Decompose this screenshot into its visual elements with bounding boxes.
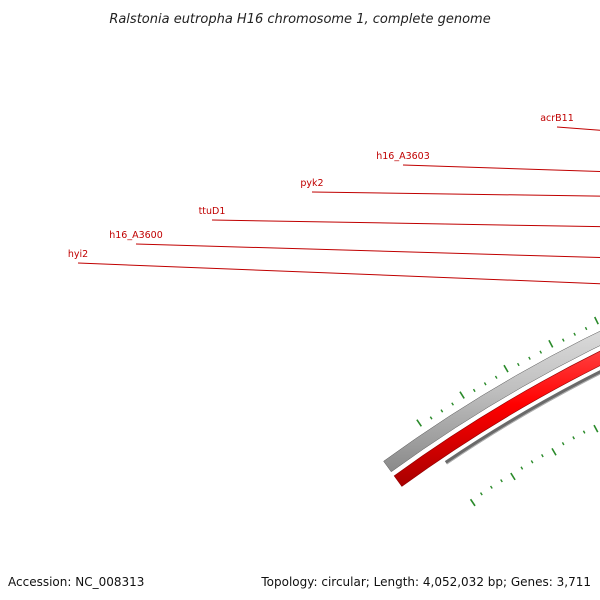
- upper-ticks: [416, 316, 599, 427]
- scale-ticks: [469, 424, 599, 507]
- forward-gene-block: [383, 330, 600, 473]
- gene-label[interactable]: acrB11: [540, 113, 574, 124]
- upper-tick: [483, 382, 487, 386]
- gene-label[interactable]: ttuD1: [199, 206, 226, 217]
- scale-tick: [582, 430, 586, 434]
- reverse-gene-block: [393, 350, 600, 487]
- upper-tick: [584, 326, 588, 331]
- upper-tick: [440, 409, 444, 413]
- scale-tick: [469, 498, 476, 507]
- upper-tick: [561, 338, 565, 342]
- accession-label: Accession: NC_008313: [8, 575, 144, 589]
- gene-leader-line: [135, 243, 600, 259]
- upper-tick: [573, 332, 576, 336]
- upper-tick: [548, 339, 554, 348]
- gene-leader-line: [311, 191, 600, 197]
- scale-tick: [489, 485, 493, 489]
- upper-tick: [503, 364, 509, 373]
- scale-tick: [541, 454, 544, 458]
- genome-summary: Topology: circular; Length: 4,052,032 bp…: [260, 575, 591, 589]
- scale-tick: [572, 436, 575, 440]
- gene-leader-line: [402, 164, 600, 173]
- upper-tick: [416, 419, 423, 427]
- gene-label[interactable]: hyi2: [68, 249, 88, 260]
- upper-tick: [472, 388, 476, 393]
- upper-tick: [459, 391, 465, 399]
- upper-tick: [494, 375, 498, 379]
- scale-tick: [500, 479, 503, 483]
- upper-tick: [429, 416, 433, 420]
- gene-leader-line: [77, 262, 600, 285]
- upper-tick: [528, 356, 531, 360]
- scale-tick: [561, 442, 565, 446]
- gene-labels: hyi2 h16_A3600 ttuD1 pyk2 h16_A3603 acrB11: [68, 113, 600, 285]
- gene-leader-line: [211, 219, 600, 228]
- scale-tick: [551, 447, 557, 456]
- upper-tick: [593, 316, 599, 325]
- scale-tick: [510, 472, 516, 481]
- upper-tick: [517, 362, 520, 367]
- scale-tick: [530, 460, 534, 464]
- reverse-strand-genes: [393, 350, 600, 487]
- upper-tick: [539, 350, 543, 354]
- gene-label[interactable]: h16_A3600: [109, 230, 163, 241]
- gene-leader-line: [556, 126, 600, 131]
- gene-label[interactable]: pyk2: [300, 178, 323, 189]
- scale-tick: [520, 466, 524, 470]
- forward-strand-genes: [383, 330, 600, 473]
- scale-tick: [479, 492, 483, 496]
- upper-tick: [451, 402, 454, 406]
- gene-label[interactable]: h16_A3603: [376, 151, 430, 162]
- map-title: Ralstonia eutropha H16 chromosome 1, com…: [109, 12, 490, 27]
- scale-tick: [593, 424, 599, 433]
